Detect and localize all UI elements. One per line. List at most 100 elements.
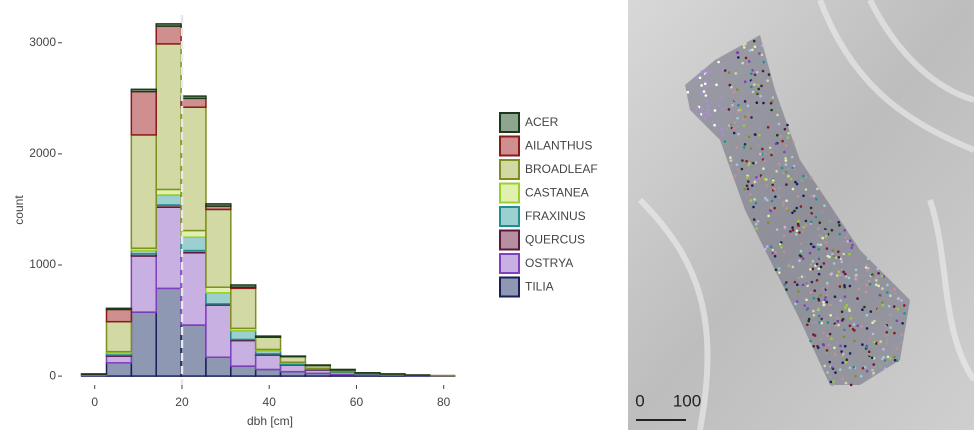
tree-dot	[784, 226, 787, 229]
x-tick-label: 20	[175, 395, 189, 409]
histogram-segment	[305, 365, 330, 366]
tree-dot	[855, 274, 858, 277]
tree-dot	[850, 247, 853, 250]
tree-dot	[785, 159, 788, 162]
tree-dot	[793, 165, 796, 168]
tree-dot	[802, 257, 805, 260]
tree-dot	[746, 176, 749, 179]
tree-dot	[848, 310, 851, 313]
tree-dot	[756, 101, 759, 104]
tree-dot	[823, 304, 826, 307]
tree-dot	[791, 212, 794, 215]
tree-dot	[833, 262, 836, 265]
tree-dot	[842, 271, 845, 274]
tree-dot	[886, 331, 889, 334]
tree-dot	[865, 291, 868, 294]
histogram-segment	[231, 288, 256, 328]
tree-dot	[895, 347, 898, 350]
tree-dot	[817, 298, 820, 301]
tree-dot	[814, 334, 817, 337]
tree-dot	[831, 384, 834, 387]
tree-dot	[881, 275, 884, 278]
tree-dot	[792, 229, 795, 232]
tree-dot	[785, 207, 788, 210]
tree-dot	[767, 126, 770, 129]
tree-dot	[750, 116, 753, 119]
tree-dot	[886, 291, 889, 294]
tree-dot	[783, 250, 786, 253]
tree-dot	[774, 255, 777, 258]
histogram-segment	[281, 357, 306, 363]
tree-dot	[734, 175, 737, 178]
tree-dot	[812, 260, 815, 263]
histogram-segment	[231, 285, 256, 287]
tree-dot	[733, 90, 736, 93]
tree-dot	[829, 314, 832, 317]
histogram-segment	[181, 237, 206, 250]
tree-dot	[878, 294, 881, 297]
tree-dot	[759, 153, 762, 156]
tree-dot	[795, 233, 798, 236]
tree-dot	[743, 146, 746, 149]
histogram-segment	[256, 337, 281, 349]
tree-dot	[849, 285, 852, 288]
tree-dot	[750, 147, 753, 150]
tree-dot	[755, 202, 758, 205]
tree-dot	[834, 295, 837, 298]
tree-dot	[804, 276, 807, 279]
histogram-segment	[206, 287, 231, 293]
tree-dot	[735, 147, 738, 150]
tree-dot	[898, 335, 901, 338]
tree-dot	[778, 187, 781, 190]
tree-dot	[772, 96, 775, 99]
tree-dot	[819, 257, 822, 260]
tree-dot	[757, 220, 760, 223]
tree-dot	[820, 338, 823, 341]
tree-dot	[761, 175, 764, 178]
tree-dot	[826, 301, 829, 304]
tree-dot	[826, 349, 829, 352]
tree-dot	[840, 273, 843, 276]
tree-dot	[777, 105, 780, 108]
tree-dot	[812, 268, 815, 271]
tree-dot	[722, 67, 725, 70]
tree-dot	[854, 375, 857, 378]
tree-dot	[749, 193, 752, 196]
tree-dot	[776, 114, 779, 117]
tree-dot	[871, 369, 874, 372]
tree-dot	[844, 345, 847, 348]
tree-dot	[788, 263, 791, 266]
tree-dot	[823, 204, 826, 207]
tree-dot	[838, 256, 841, 259]
tree-dot	[778, 123, 781, 126]
tree-dot	[789, 230, 792, 233]
tree-dot	[747, 105, 750, 108]
tree-dot	[840, 258, 843, 261]
tree-dot	[781, 140, 784, 143]
tree-dot	[886, 284, 889, 287]
tree-dot	[754, 45, 757, 48]
tree-dot	[730, 164, 733, 167]
tree-dot	[816, 279, 819, 282]
tree-dot	[733, 132, 736, 135]
tree-dot	[813, 289, 816, 292]
tree-dot	[810, 195, 813, 198]
tree-dot	[730, 159, 733, 162]
tree-dot	[771, 184, 774, 187]
tree-dot	[772, 179, 775, 182]
tree-dot	[843, 329, 846, 332]
tree-dot	[872, 363, 875, 366]
tree-dot	[890, 289, 893, 292]
tree-dot	[796, 229, 799, 232]
tree-dot	[744, 43, 747, 46]
tree-dot	[881, 287, 884, 290]
tree-dot	[770, 102, 773, 105]
tree-dot	[856, 297, 859, 300]
tree-dot	[870, 310, 873, 313]
tree-dot	[744, 143, 747, 146]
tree-dot	[844, 273, 847, 276]
tree-dot	[770, 109, 773, 112]
tree-dot	[747, 188, 750, 191]
tree-dot	[805, 284, 808, 287]
tree-dot	[783, 154, 786, 157]
